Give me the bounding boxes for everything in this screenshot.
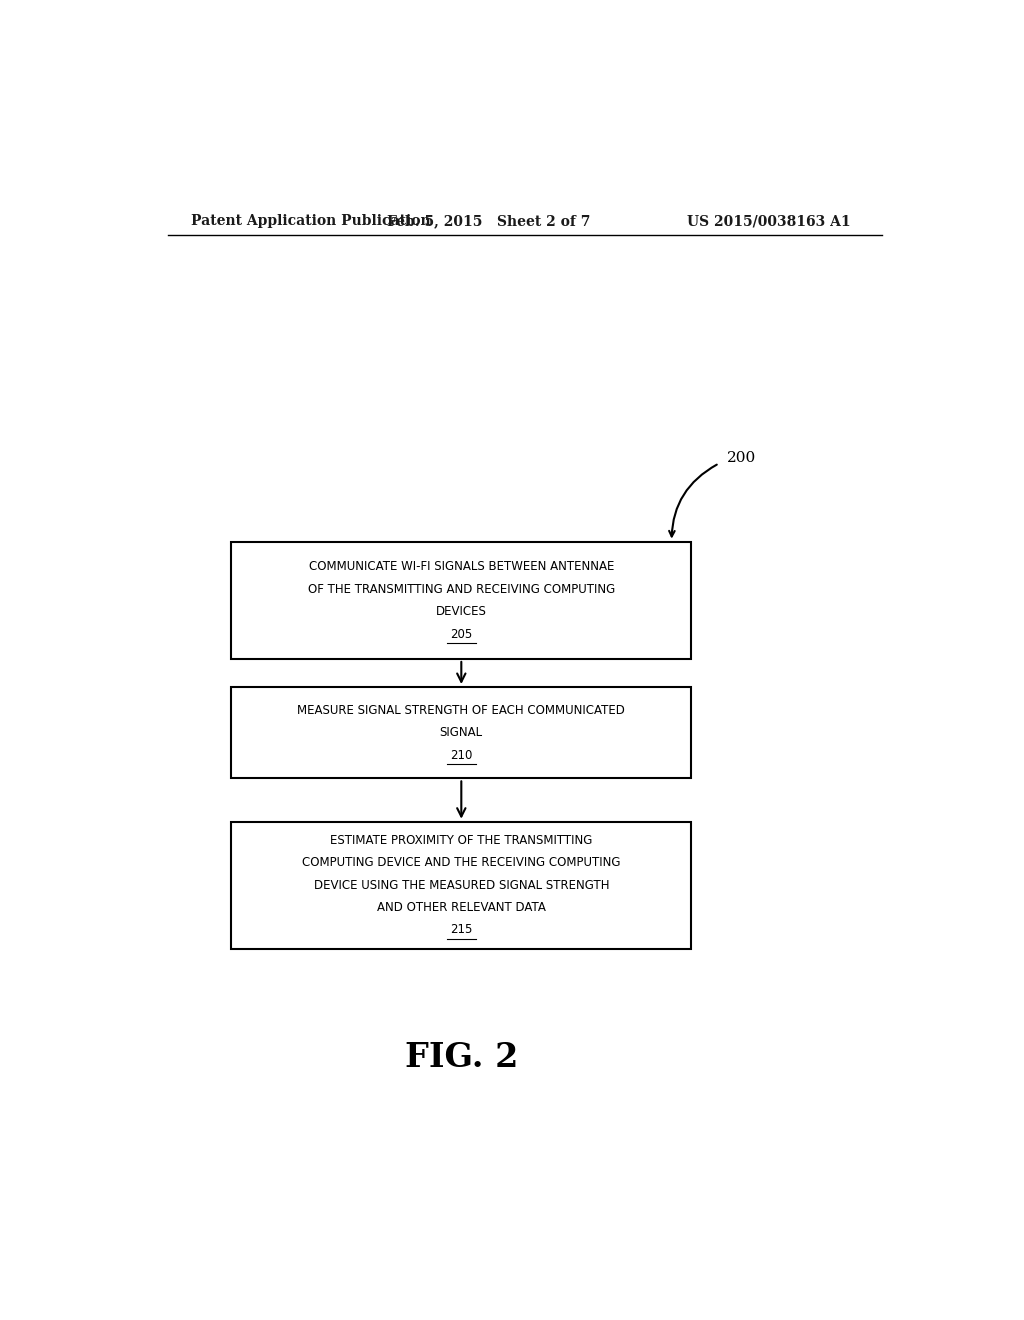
Text: ESTIMATE PROXIMITY OF THE TRANSMITTING: ESTIMATE PROXIMITY OF THE TRANSMITTING	[330, 834, 593, 847]
Text: 215: 215	[451, 924, 472, 936]
Text: COMPUTING DEVICE AND THE RECEIVING COMPUTING: COMPUTING DEVICE AND THE RECEIVING COMPU…	[302, 857, 621, 870]
Text: Feb. 5, 2015   Sheet 2 of 7: Feb. 5, 2015 Sheet 2 of 7	[387, 214, 591, 228]
Text: DEVICE USING THE MEASURED SIGNAL STRENGTH: DEVICE USING THE MEASURED SIGNAL STRENGT…	[313, 879, 609, 891]
Text: Patent Application Publication: Patent Application Publication	[191, 214, 431, 228]
Text: DEVICES: DEVICES	[436, 605, 486, 618]
Text: OF THE TRANSMITTING AND RECEIVING COMPUTING: OF THE TRANSMITTING AND RECEIVING COMPUT…	[307, 583, 615, 595]
Text: FIG. 2: FIG. 2	[404, 1041, 518, 1074]
Text: COMMUNICATE WI-FI SIGNALS BETWEEN ANTENNAE: COMMUNICATE WI-FI SIGNALS BETWEEN ANTENN…	[308, 561, 614, 573]
FancyBboxPatch shape	[231, 543, 691, 659]
Text: 205: 205	[451, 627, 472, 640]
Text: 200: 200	[727, 451, 757, 465]
FancyBboxPatch shape	[231, 821, 691, 949]
Text: SIGNAL: SIGNAL	[439, 726, 483, 739]
Text: MEASURE SIGNAL STRENGTH OF EACH COMMUNICATED: MEASURE SIGNAL STRENGTH OF EACH COMMUNIC…	[297, 704, 626, 717]
Text: AND OTHER RELEVANT DATA: AND OTHER RELEVANT DATA	[377, 902, 546, 913]
FancyBboxPatch shape	[231, 686, 691, 779]
Text: US 2015/0038163 A1: US 2015/0038163 A1	[686, 214, 850, 228]
Text: 210: 210	[451, 748, 472, 762]
